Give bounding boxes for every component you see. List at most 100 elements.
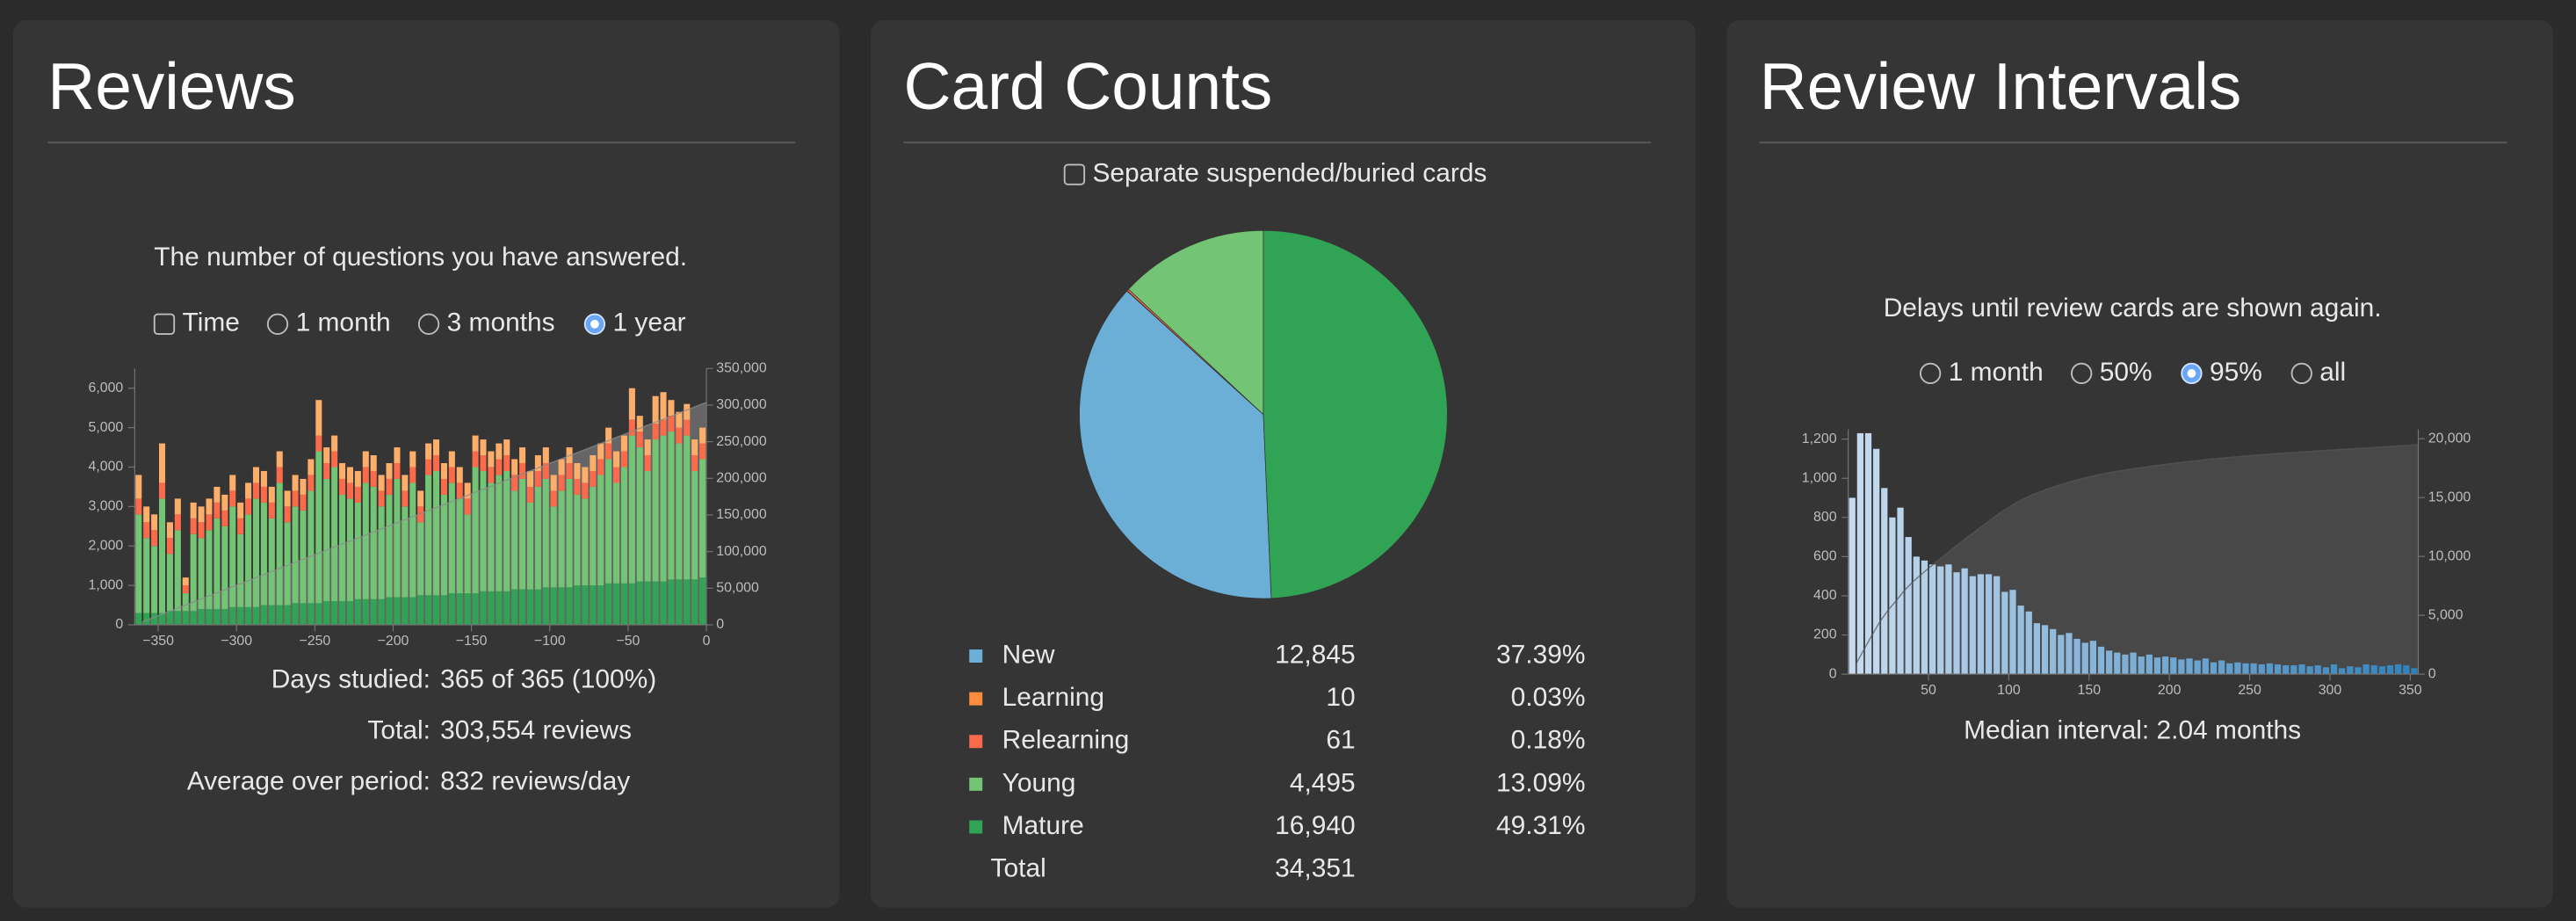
radio-button[interactable]: 50% — [2071, 358, 2153, 387]
bar — [402, 490, 409, 507]
bar — [488, 467, 495, 483]
bar — [425, 475, 432, 596]
bar — [245, 606, 252, 625]
bar — [566, 462, 573, 479]
bar — [2234, 662, 2241, 675]
bar — [386, 494, 393, 598]
bar — [2283, 665, 2290, 675]
bar — [488, 451, 495, 468]
bar — [534, 470, 541, 487]
bar — [237, 502, 244, 519]
radio-button[interactable]: 1 month — [1919, 358, 2044, 387]
bar — [2066, 633, 2073, 675]
bar — [566, 478, 573, 588]
bar — [2403, 665, 2410, 675]
radio-button[interactable]: 3 months — [417, 308, 555, 337]
bar — [628, 419, 635, 436]
bar — [660, 581, 667, 625]
radio-button[interactable]: 1 month — [266, 308, 391, 337]
bar — [699, 577, 706, 625]
bar — [432, 470, 440, 596]
bar — [198, 609, 205, 625]
bar — [2017, 606, 2024, 675]
y2-tick-label: 20,000 — [2428, 431, 2471, 446]
bar — [190, 502, 197, 519]
bar — [394, 597, 401, 625]
bar — [503, 455, 510, 471]
bar — [440, 462, 447, 479]
row-label: New — [1002, 640, 1055, 669]
bar — [582, 482, 589, 499]
bar — [550, 475, 557, 491]
bar — [2226, 663, 2233, 675]
total-label: Total — [991, 854, 1046, 883]
bar — [260, 486, 267, 503]
bar — [620, 451, 627, 468]
bar — [143, 522, 150, 539]
bar — [159, 498, 166, 613]
bar — [448, 482, 455, 594]
bar — [135, 613, 142, 625]
radio-button[interactable]: all — [2290, 358, 2347, 387]
bar — [206, 498, 213, 515]
y-tick-label: 0 — [115, 617, 123, 632]
bar — [668, 579, 675, 625]
x-tick-label: −50 — [616, 634, 640, 649]
bar — [448, 593, 455, 625]
checkbox[interactable]: Separate suspended/buried cards — [1063, 159, 1487, 188]
bar — [260, 502, 267, 606]
y-tick-label: 6,000 — [89, 381, 124, 395]
bar — [315, 400, 322, 436]
bar — [346, 601, 353, 625]
bar — [174, 530, 181, 612]
radio-button[interactable]: 1 year — [583, 308, 686, 337]
y-tick-label: 5,000 — [89, 420, 124, 435]
stat-value: 832 reviews/day — [440, 766, 630, 795]
bar — [2153, 657, 2161, 675]
bar — [628, 583, 635, 625]
bar — [519, 589, 526, 625]
bar — [174, 514, 181, 531]
checkbox[interactable]: Time — [153, 308, 240, 337]
y2-tick-label: 250,000 — [716, 434, 767, 449]
bar — [213, 609, 221, 625]
row-count: 12,845 — [1275, 640, 1355, 669]
bar — [558, 490, 565, 588]
y-tick-label: 800 — [1813, 510, 1837, 525]
bar — [652, 424, 659, 440]
bar — [143, 613, 150, 625]
bar — [464, 498, 471, 515]
bar — [2009, 590, 2016, 675]
bar — [2138, 656, 2145, 675]
bar — [362, 451, 369, 468]
bar — [1994, 576, 2001, 675]
bar — [464, 514, 471, 594]
bar — [378, 490, 385, 507]
bar — [237, 533, 244, 607]
bar — [440, 595, 447, 625]
bar — [620, 435, 627, 452]
bar — [472, 593, 479, 625]
radio-button[interactable]: 95% — [2181, 358, 2262, 387]
bar — [378, 598, 385, 625]
bar — [260, 605, 267, 625]
y2-tick-label: 5,000 — [2428, 607, 2464, 622]
panel-title: Review Intervals — [1760, 49, 2242, 123]
bar — [582, 467, 589, 483]
bar — [605, 443, 612, 460]
bar — [652, 395, 659, 424]
bar — [245, 498, 252, 515]
bar — [496, 591, 503, 625]
bar — [182, 593, 189, 612]
bar — [151, 546, 158, 613]
bar — [221, 494, 228, 511]
bar — [597, 443, 604, 460]
bar — [2274, 664, 2282, 675]
bar — [550, 506, 557, 588]
bar — [370, 486, 377, 599]
x-tick-label: 250 — [2238, 683, 2261, 698]
bar — [409, 467, 416, 483]
bar — [221, 609, 228, 625]
bar — [2001, 591, 2008, 675]
bar — [566, 587, 573, 625]
